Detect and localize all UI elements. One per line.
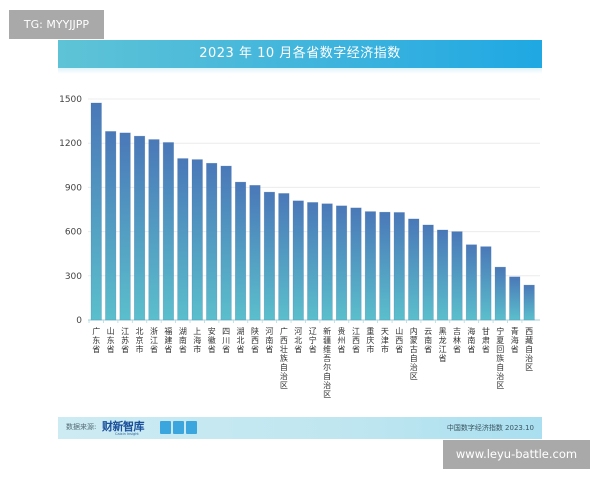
bar (393, 212, 405, 321)
bar (437, 229, 449, 321)
x-category-label: 山西省 (395, 326, 403, 354)
x-category-label: 上海市 (193, 327, 201, 354)
x-category-label: 陕西省 (251, 326, 259, 354)
partner-logo-icon (160, 421, 197, 434)
y-tick-label: 900 (65, 183, 82, 193)
x-category-label: 浙江省 (150, 326, 158, 354)
bar (220, 165, 232, 321)
bar (307, 202, 319, 321)
bar (278, 193, 290, 321)
x-category-label: 黑龙江省 (439, 327, 447, 363)
watermark-top-left: TG: MYYJJPP (9, 10, 104, 39)
source-label: 数据来源: (66, 423, 97, 431)
bar (206, 162, 218, 321)
x-category-label: 甘肃省 (482, 326, 490, 354)
x-category-label: 贵州省 (338, 326, 346, 354)
bar (263, 191, 275, 321)
x-category-label: 广东省 (92, 326, 100, 354)
bar (350, 207, 362, 321)
bar (90, 102, 102, 321)
bar (408, 218, 420, 321)
x-category-label: 云南省 (424, 327, 432, 354)
x-category-label: 四川省 (222, 327, 230, 354)
x-category-label: 辽宁省 (309, 327, 317, 354)
bar (321, 203, 333, 321)
bar (422, 224, 434, 321)
bar (509, 276, 521, 321)
x-category-label: 河南省 (265, 326, 273, 354)
bar (480, 246, 492, 321)
bar (105, 131, 117, 321)
bar (119, 132, 131, 321)
x-category-label: 福建省 (164, 327, 172, 354)
x-category-label: 吉林省 (453, 327, 461, 354)
bar (292, 200, 304, 321)
chart-title: 2023 年 10 月各省数字经济指数 (58, 40, 542, 68)
x-category-label: 广西壮族自治区 (280, 326, 288, 390)
bar (336, 205, 348, 321)
x-category-label: 天津市 (381, 327, 389, 354)
y-tick-label: 300 (65, 272, 82, 282)
brand-logo: 财新智库 (102, 420, 145, 433)
title-shadow (58, 68, 542, 74)
x-category-label: 内蒙古自治区 (410, 326, 418, 381)
bar (465, 244, 477, 321)
x-category-label: 湖北省 (237, 327, 245, 354)
bar (451, 231, 463, 321)
x-category-label: 北京市 (136, 327, 144, 354)
bar (379, 211, 391, 321)
x-category-label: 青海省 (511, 326, 519, 354)
y-tick-label: 600 (65, 228, 82, 238)
x-category-label: 湖南省 (179, 327, 187, 354)
y-tick-label: 1500 (59, 95, 82, 105)
bar (177, 158, 189, 321)
y-tick-label: 0 (76, 316, 82, 326)
x-category-label: 江西省 (352, 327, 360, 354)
bar (249, 185, 261, 321)
footer-note: 中国数字经济指数 2023.10 (446, 424, 534, 432)
bar (133, 135, 146, 321)
brand-subtitle: Caixin Insight (115, 432, 139, 436)
bar (148, 139, 160, 321)
x-category-label: 宁夏回族自治区 (496, 326, 504, 390)
bar (523, 284, 535, 321)
footer-bar: 数据来源: 财新智库 Caixin Insight 中国数字经济指数 2023.… (58, 417, 542, 439)
bar (191, 159, 203, 321)
y-tick-label: 1200 (59, 139, 82, 149)
bar (235, 181, 247, 321)
x-category-label: 重庆市 (366, 326, 374, 354)
x-category-label: 西藏自治区 (525, 327, 533, 372)
bar (162, 142, 174, 321)
x-category-label: 海南省 (467, 326, 475, 354)
watermark-bottom-right: www.leyu-battle.com (443, 440, 590, 469)
x-category-label: 山东省 (107, 326, 115, 354)
x-category-label: 河北省 (294, 326, 302, 354)
x-category-label: 安徽省 (208, 326, 216, 354)
x-category-label: 江苏省 (121, 327, 129, 354)
bar (364, 211, 376, 321)
bar (494, 266, 506, 321)
x-category-label: 新疆维吾尔自治区 (323, 326, 331, 399)
